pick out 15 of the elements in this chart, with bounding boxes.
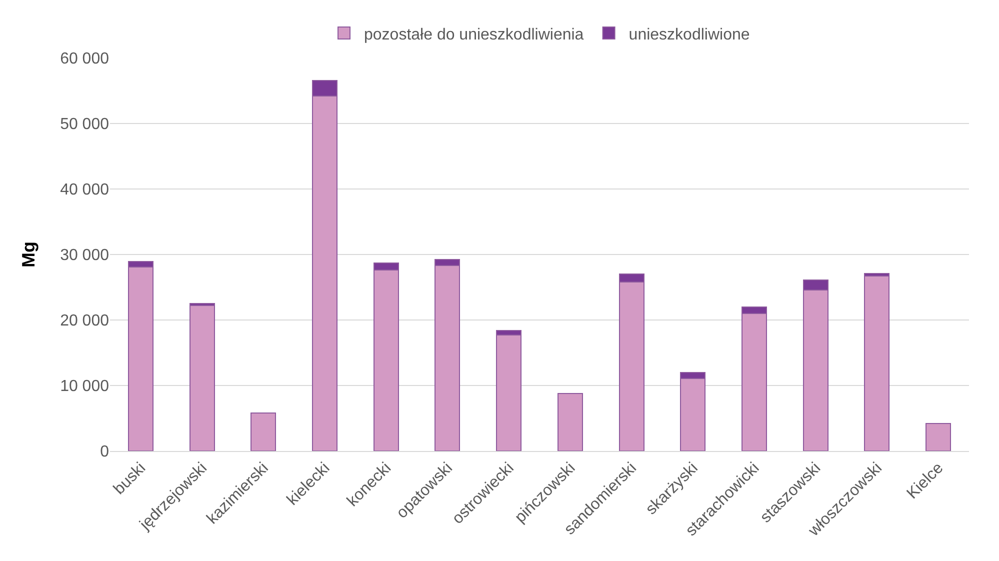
legend-label: unieszkodliwione <box>628 26 750 44</box>
y-tick-label: 60 000 <box>60 50 110 68</box>
bar <box>864 276 890 451</box>
bar <box>557 392 583 451</box>
y-tick-label: 50 000 <box>60 116 110 134</box>
y-tick-label: 0 <box>100 444 110 461</box>
y-axis-title: Mg <box>18 242 38 268</box>
y-tick-label: 10 000 <box>60 378 110 396</box>
bar <box>189 305 215 451</box>
y-tick-label: 20 000 <box>60 312 110 330</box>
legend-label: pozostałe do unieszkodliwienia <box>364 26 584 44</box>
y-tick-label: 30 000 <box>60 247 110 264</box>
bar <box>926 422 952 451</box>
bar <box>250 412 276 451</box>
y-tick-label: 40 000 <box>60 182 110 199</box>
